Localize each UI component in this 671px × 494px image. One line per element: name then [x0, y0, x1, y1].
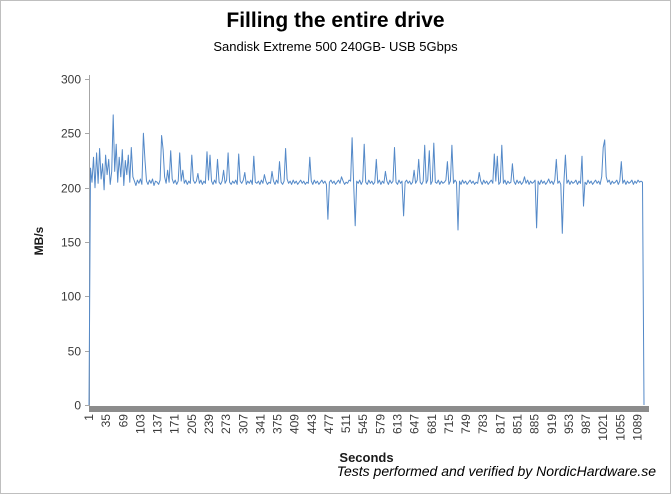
x-tick-label: 545 [356, 414, 370, 434]
x-axis-band [89, 406, 649, 412]
x-tick-label: 1 [82, 414, 96, 421]
x-tick-label: 307 [236, 414, 250, 434]
x-tick-label: 137 [151, 414, 165, 434]
x-tick-label: 783 [476, 414, 490, 434]
x-tick-label: 817 [493, 414, 507, 434]
x-tick-label: 919 [545, 414, 559, 434]
x-tick-label: 1089 [630, 414, 644, 441]
x-tick-label: 987 [579, 414, 593, 434]
x-tick-label: 647 [408, 414, 422, 434]
chart-subtitle: Sandisk Extreme 500 240GB- USB 5Gbps [213, 39, 458, 54]
x-tick-label: 341 [253, 414, 267, 434]
y-tick-label: 250 [61, 127, 81, 141]
y-tick-label: 0 [74, 399, 81, 413]
footer-credit: Tests performed and verified by NordicHa… [336, 463, 656, 479]
x-tick-label: 749 [459, 414, 473, 434]
x-axis-title: Seconds [339, 450, 394, 465]
y-tick-label: 100 [61, 290, 81, 304]
x-tick-label: 579 [373, 414, 387, 434]
y-tick-label: 300 [61, 73, 81, 87]
x-tick-label: 885 [528, 414, 542, 434]
x-tick-label: 443 [305, 414, 319, 434]
x-tick-label: 681 [425, 414, 439, 434]
series-line [88, 114, 645, 406]
x-tick-label: 1021 [596, 414, 610, 441]
x-tick-label: 851 [510, 414, 524, 434]
x-tick-label: 69 [116, 414, 130, 428]
y-tick-label: 50 [68, 345, 82, 359]
y-tick-label: 200 [61, 182, 81, 196]
x-tick-label: 409 [288, 414, 302, 434]
y-tick-label: 150 [61, 236, 81, 250]
x-tick-label: 171 [168, 414, 182, 434]
x-tick-label: 511 [339, 414, 353, 433]
chart-title: Filling the entire drive [226, 9, 445, 32]
x-tick-label: 613 [391, 414, 405, 434]
x-tick-label: 273 [219, 414, 233, 434]
x-tick-label: 953 [562, 414, 576, 434]
x-tick-label: 715 [442, 414, 456, 434]
x-tick-label: 239 [202, 414, 216, 434]
x-tick-label: 375 [271, 414, 285, 434]
x-tick-label: 1055 [613, 414, 627, 441]
x-tick-label: 477 [322, 414, 336, 434]
x-tick-label: 103 [133, 414, 147, 434]
x-tick-label: 205 [185, 414, 199, 434]
x-tick-label: 35 [99, 414, 113, 428]
